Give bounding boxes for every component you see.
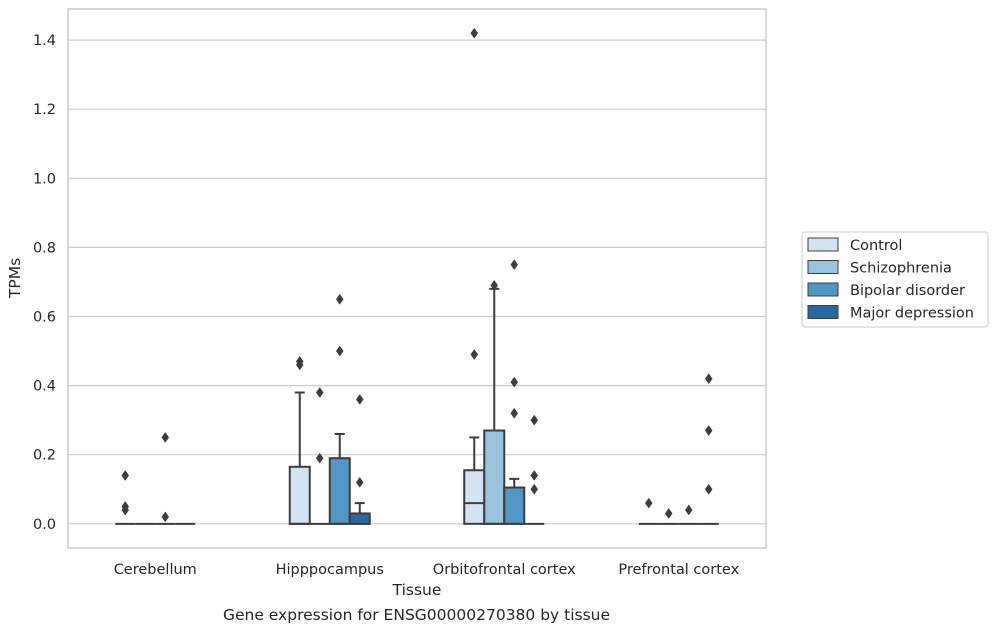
box-series — [115, 27, 719, 525]
box-iqr — [463, 469, 486, 525]
outlier-point — [530, 483, 539, 495]
outlier-point — [684, 504, 693, 516]
box-2-3 — [524, 414, 545, 525]
figure-caption: Gene expression for ENSG00000270380 by t… — [222, 606, 611, 624]
legend-swatch — [807, 237, 839, 252]
outlier-point — [121, 504, 130, 516]
box-1-1 — [309, 387, 330, 525]
box-1-2 — [328, 293, 351, 525]
x-tick-label: Prefrontal cortex — [618, 562, 739, 578]
outlier-point — [121, 470, 130, 481]
box-iqr — [483, 429, 506, 525]
outlier-point — [355, 393, 364, 405]
y-tick-label: 0.0 — [33, 517, 56, 533]
legend-swatch — [807, 282, 839, 297]
plot-area — [67, 8, 767, 549]
x-tick-label: Cerebellum — [114, 562, 197, 578]
y-tick-label: 0.2 — [33, 448, 56, 464]
outlier-point — [161, 511, 170, 523]
box-iqr — [348, 512, 371, 525]
y-tick-labels: 0.0 0.2 0.4 0.6 0.8 1.0 1.2 1.4 — [33, 33, 56, 533]
legend-label: Bipolar disorder — [850, 283, 965, 299]
y-tick-label: 1.2 — [33, 102, 56, 118]
box-2-2 — [503, 259, 526, 525]
x-tick-labels: Cerebellum Hipppocampus Orbitofrontal cort… — [114, 562, 740, 578]
outlier-point — [530, 414, 539, 426]
box-iqr — [328, 457, 351, 525]
box-0-2 — [155, 432, 176, 525]
outlier-point — [510, 407, 519, 419]
outlier-point — [510, 376, 519, 388]
outlier-point — [335, 293, 344, 305]
outlier-point — [704, 425, 713, 436]
box-2-0 — [463, 27, 486, 525]
y-gridlines — [68, 39, 766, 525]
box-2-1 — [483, 279, 506, 525]
outlier-point — [295, 359, 304, 371]
outlier-point — [510, 259, 519, 271]
y-tick-label: 1.0 — [33, 171, 56, 187]
y-tick-label: 0.6 — [33, 310, 56, 326]
legend-label: Control — [850, 238, 902, 254]
box-iqr — [288, 465, 311, 525]
legend-label: Schizophrenia — [850, 261, 952, 277]
box-1-0 — [288, 355, 311, 525]
outlier-point — [664, 508, 673, 519]
outlier-point — [704, 483, 713, 495]
outlier-point — [470, 349, 479, 360]
box-3-2 — [678, 504, 699, 525]
box-iqr — [503, 486, 526, 525]
box-3-3 — [698, 373, 719, 525]
outlier-point — [335, 345, 344, 357]
box-1-3 — [348, 393, 371, 525]
legend-frame — [801, 231, 989, 328]
outlier-point — [161, 432, 170, 443]
box-3-0 — [638, 497, 659, 525]
y-tick-label: 1.4 — [33, 33, 56, 49]
outlier-point — [644, 497, 653, 509]
outlier-point — [490, 279, 499, 291]
x-tick-label: Hipppocampus — [276, 562, 384, 578]
outlier-point — [470, 27, 479, 39]
legend: Control Schizophrenia Bipolar disorder Majo… — [801, 231, 989, 328]
box-3-1 — [658, 508, 679, 525]
y-axis-title: TPMs — [6, 258, 24, 299]
outlier-point — [355, 476, 364, 488]
outlier-point — [315, 452, 324, 464]
x-axis-title: Tissue — [392, 581, 442, 599]
legend-swatch — [807, 305, 839, 319]
legend-label: Major depression — [850, 306, 974, 322]
y-tick-label: 0.4 — [33, 379, 56, 395]
y-tick-label: 0.8 — [33, 240, 56, 256]
outlier-point — [530, 470, 539, 481]
legend-swatch — [807, 260, 839, 274]
box-0-0 — [115, 470, 136, 525]
x-tick-label: Orbitofrontal cortex — [433, 562, 576, 578]
outlier-point — [315, 387, 324, 398]
outlier-point — [704, 373, 713, 385]
